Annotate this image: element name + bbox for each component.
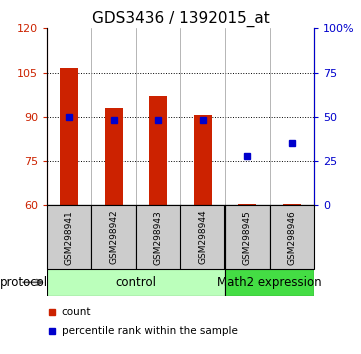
Bar [283, 204, 301, 205]
Text: GSM298941: GSM298941 [65, 210, 74, 264]
Bar [47, 269, 225, 296]
Text: GSM298946: GSM298946 [287, 210, 296, 264]
Text: GSM298942: GSM298942 [109, 210, 118, 264]
Bar [180, 205, 225, 269]
Bar [60, 68, 78, 205]
Text: control: control [116, 276, 156, 289]
Bar [238, 204, 256, 205]
Text: Math2 expression: Math2 expression [217, 276, 322, 289]
Bar [225, 269, 314, 296]
Bar [194, 115, 212, 205]
Bar [47, 205, 91, 269]
Text: protocol: protocol [0, 276, 48, 289]
Text: GSM298944: GSM298944 [198, 210, 207, 264]
Text: GSM298943: GSM298943 [154, 210, 163, 264]
Bar [105, 108, 123, 205]
Bar [136, 205, 180, 269]
Bar [149, 96, 167, 205]
Text: GSM298945: GSM298945 [243, 210, 252, 264]
Title: GDS3436 / 1392015_at: GDS3436 / 1392015_at [92, 11, 269, 27]
Text: percentile rank within the sample: percentile rank within the sample [62, 326, 238, 336]
Bar [270, 205, 314, 269]
Bar [91, 205, 136, 269]
Bar [225, 205, 270, 269]
Text: count: count [62, 307, 91, 316]
